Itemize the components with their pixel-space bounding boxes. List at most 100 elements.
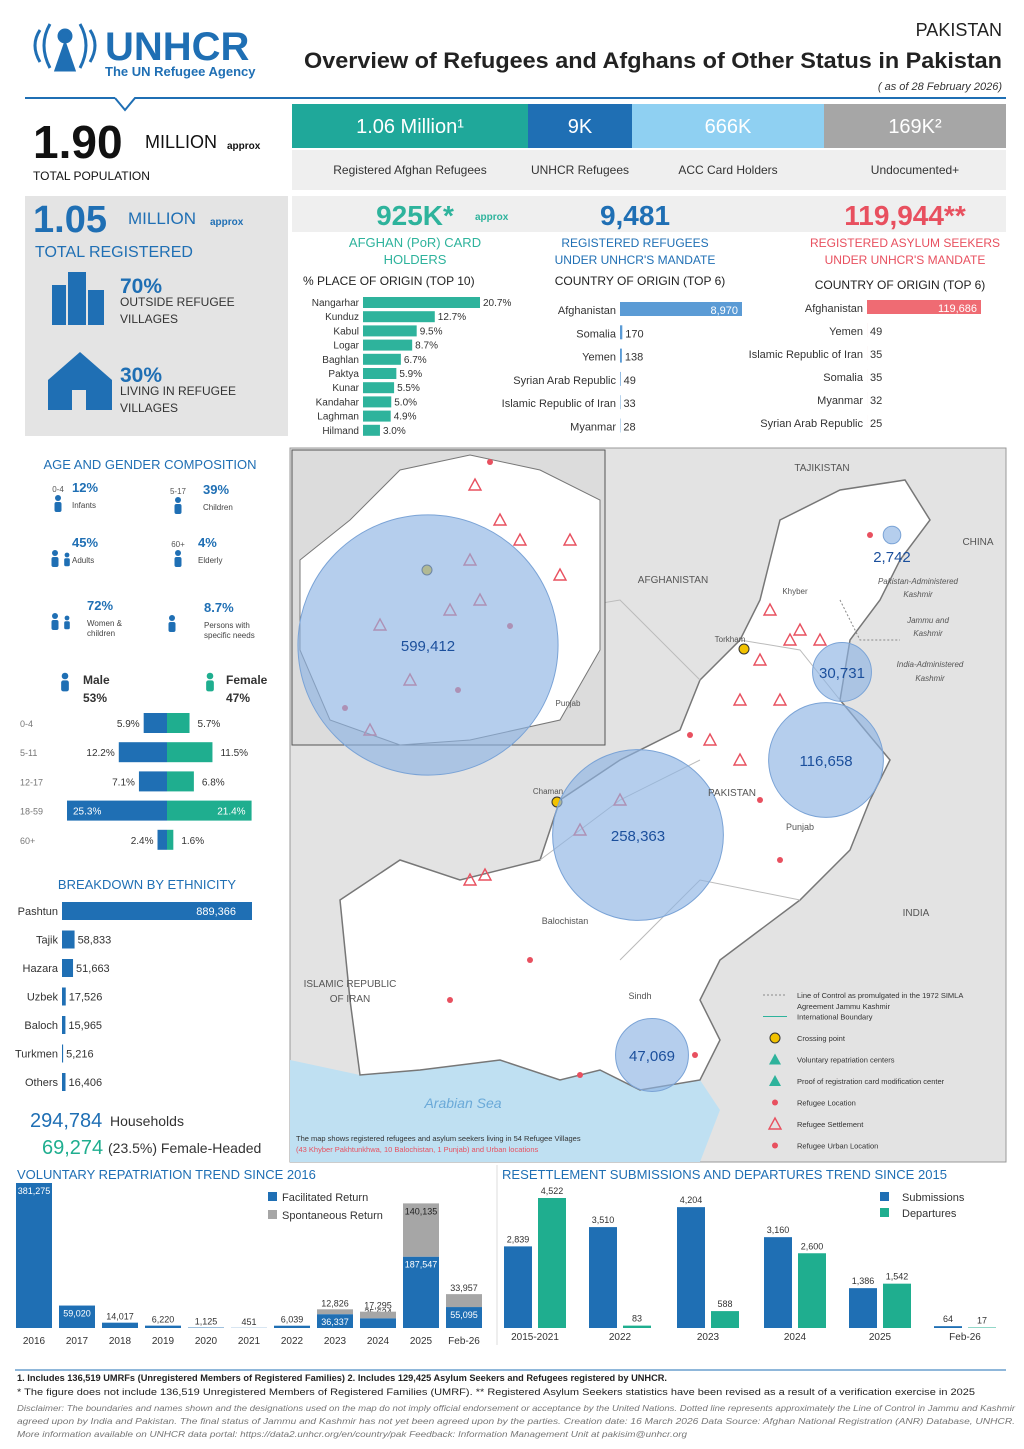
category-label: Nangarhar [312, 298, 360, 309]
legend-swatch [880, 1208, 889, 1217]
map-label: Torkham [715, 635, 746, 644]
refugee-location [867, 532, 873, 538]
refugee-settlement [492, 512, 508, 526]
legend-symbol [769, 1053, 781, 1065]
person-icon [51, 620, 59, 630]
value-label: 64 [943, 1314, 953, 1324]
x-tick-label: 2016 [23, 1336, 46, 1347]
bar [16, 1183, 52, 1328]
bar [62, 902, 252, 920]
x-tick-label: 2021 [238, 1336, 261, 1347]
refugee-location [777, 857, 783, 863]
person-icon [51, 557, 59, 567]
gender-share: 47% [226, 691, 250, 705]
category-label: Logar [333, 341, 359, 352]
value-label: 9.5% [420, 326, 443, 337]
category-label: Kunduz [325, 312, 359, 323]
bar [167, 713, 190, 733]
value-label: 451 [241, 1317, 256, 1327]
headline: 925K* [376, 200, 454, 231]
disclaimer: agreed upon by India and Pakistan. The f… [17, 1417, 1015, 1426]
refugee-settlement [732, 752, 748, 766]
disclaimer: More information available on UNHCR data… [17, 1430, 688, 1439]
bar [711, 1311, 739, 1328]
bar [360, 1318, 396, 1328]
refugee-location [692, 1052, 698, 1058]
refugee-location [447, 997, 453, 1003]
value-label: 25 [870, 418, 882, 430]
footnote: 1. Includes 136,519 UMRFs (Unregistered … [17, 1373, 667, 1383]
x-tick-label: 2023 [697, 1332, 720, 1343]
segment-value: 1.06 Million¹ [356, 116, 464, 138]
category-label: Myanmar [570, 422, 616, 434]
disclaimer: Disclaimer: The boundaries and names sho… [17, 1404, 1015, 1413]
category-label: Hilmand [322, 426, 359, 437]
category-label: Islamic Republic of Iran [502, 398, 616, 410]
map-label: ISLAMIC REPUBLIC [304, 979, 397, 990]
bar [145, 1325, 181, 1328]
segment-value: 169K² [888, 116, 942, 138]
population-bubble [297, 514, 559, 776]
legend-label: Refugee Location [797, 1099, 856, 1108]
person-icon [64, 615, 70, 621]
map-label: Kashmir [913, 629, 943, 638]
map-label: Khyber [782, 587, 808, 596]
bar [620, 325, 623, 340]
category-label: Afghanistan [805, 303, 863, 315]
category-label: Hazara [23, 963, 59, 975]
section-title: AGE AND GENDER COMPOSITION [43, 457, 256, 472]
column-title: UNDER UNHCR'S MANDATE [825, 253, 986, 267]
bar [167, 800, 252, 821]
value-label: 6,039 [281, 1315, 304, 1325]
bar [538, 1198, 566, 1328]
person-icon [175, 497, 181, 503]
person-icon [169, 615, 175, 621]
house-icon [48, 352, 112, 410]
unit: MILLION [128, 209, 196, 228]
share-value: 30% [120, 364, 162, 387]
bar [167, 742, 213, 763]
value-label: 4.9% [394, 412, 417, 423]
demographic-value: 45% [72, 535, 98, 550]
column-title: REGISTERED REFUGEES [561, 236, 708, 250]
x-tick-label: 2024 [784, 1332, 807, 1343]
map-label: OF IRAN [330, 994, 371, 1005]
age-range: 60+ [171, 540, 185, 549]
value-label: 55,095 [450, 1310, 478, 1320]
crossing-point [738, 643, 750, 655]
category-label: Syrian Arab Republic [513, 375, 616, 387]
value-label: 59,020 [63, 1309, 91, 1319]
x-tick-label: 2017 [66, 1336, 89, 1347]
age-label: 18-59 [20, 807, 43, 817]
person-icon [52, 613, 58, 619]
value-label: 36,337 [321, 1317, 349, 1327]
legend-symbol [767, 1116, 783, 1130]
bar [62, 959, 74, 977]
person-icon [206, 672, 214, 680]
bar [620, 348, 622, 363]
category-label: Laghman [317, 412, 359, 423]
column-title: AFGHAN (PoR) CARD [349, 235, 481, 250]
value-label: 28 [623, 422, 635, 434]
refugee-location [757, 797, 763, 803]
demographic-value: 72% [87, 598, 113, 613]
bar [102, 1322, 138, 1328]
category-label: Kunar [332, 383, 359, 394]
value-label: 11.5% [220, 748, 248, 759]
demographic-label: Women & [87, 619, 123, 628]
column-title: HOLDERS [384, 252, 447, 267]
value-label: 1,542 [886, 1272, 909, 1282]
refugee-settlement [792, 622, 808, 636]
bar [167, 829, 174, 850]
value-label: 17 [977, 1316, 987, 1326]
bar [317, 1314, 353, 1328]
population-bubble [768, 702, 884, 818]
x-tick-label: 2025 [410, 1336, 433, 1347]
legend-label: Departures [902, 1208, 957, 1220]
total-population-label: TOTAL POPULATION [33, 169, 150, 183]
map-label: Pakistan-Administered [878, 577, 959, 586]
category-label: Baloch [24, 1020, 58, 1032]
demographic-label: Elderly [198, 556, 222, 565]
category-label: Kandahar [316, 397, 360, 408]
